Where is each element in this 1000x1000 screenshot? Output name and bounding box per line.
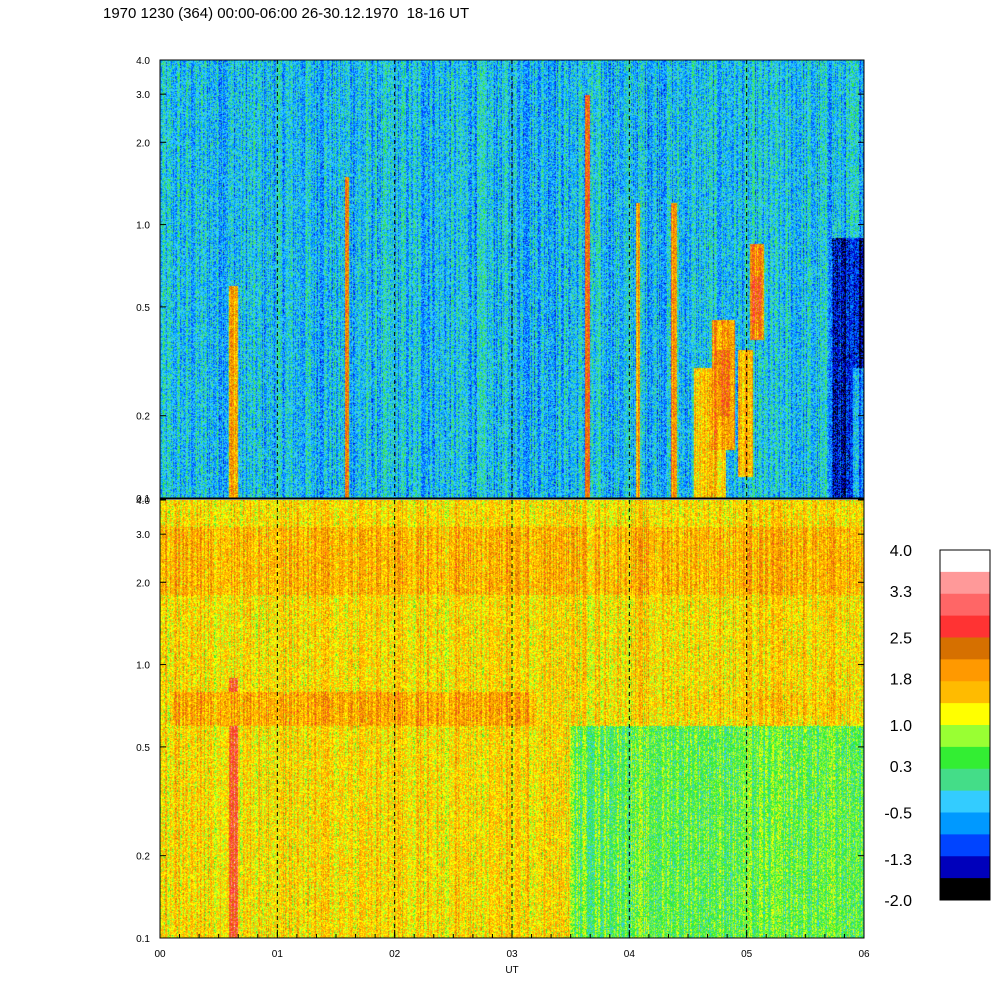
colorbar-segment	[940, 550, 990, 573]
colorbar-segment	[940, 746, 990, 770]
colorbar-segment	[940, 878, 990, 901]
colorbar-label-1.8: 1.8	[890, 671, 912, 688]
colorbar-frame	[939, 549, 991, 901]
colorbar-label--2.0: -2.0	[884, 893, 912, 910]
colorbar-label-4.0: 4.0	[890, 543, 912, 560]
colorbar-segment	[940, 856, 990, 879]
upper-y-tick-label-0.1: 0.1	[136, 494, 150, 505]
x-tick-label-03: 03	[506, 949, 518, 960]
colorbar-segment	[940, 790, 990, 813]
x-tick-label-05: 05	[741, 949, 753, 960]
x-tick-label-00: 00	[154, 949, 166, 960]
lower-y-tick-label-4.0: 4.0	[136, 496, 150, 507]
lower-y-tick-label-0.2: 0.2	[136, 852, 150, 863]
colorbar-segment	[940, 812, 990, 835]
x-tick-label-02: 02	[389, 949, 401, 960]
x-tick-label-04: 04	[624, 949, 636, 960]
lower-y-tick-label-1.0: 1.0	[136, 661, 150, 672]
colorbar-segment	[940, 593, 990, 617]
x-tick-label-06: 06	[858, 949, 870, 960]
colorbar-label-0.3: 0.3	[890, 759, 912, 776]
colorbar-segment	[940, 681, 990, 704]
colorbar-segment	[940, 768, 990, 792]
lower-y-tick-label-2.0: 2.0	[136, 578, 150, 589]
upper-y-tick-label-1.0: 1.0	[136, 221, 150, 232]
colorbar-label-1.0: 1.0	[890, 718, 912, 735]
upper-y-tick-label-0.2: 0.2	[136, 412, 150, 423]
colorbar-label--1.3: -1.3	[884, 852, 912, 869]
upper-y-tick-label-0.5: 0.5	[136, 303, 150, 314]
colorbar-segment	[940, 834, 990, 857]
colorbar-segment	[940, 571, 990, 595]
x-tick-label-01: 01	[272, 949, 284, 960]
colorbar-segment	[940, 659, 990, 682]
colorbar-label-2.5: 2.5	[890, 631, 912, 648]
lower-y-tick-label-3.0: 3.0	[136, 530, 150, 541]
colorbar-segment	[940, 637, 990, 660]
lower-y-tick-label-0.5: 0.5	[136, 743, 150, 754]
upper-y-tick-label-3.0: 3.0	[136, 90, 150, 101]
colorbar-label--0.5: -0.5	[884, 806, 912, 823]
colorbar-segment	[940, 725, 990, 748]
lower-y-tick-label-0.1: 0.1	[136, 934, 150, 945]
colorbar-label-3.3: 3.3	[890, 584, 912, 601]
upper-y-tick-label-2.0: 2.0	[136, 138, 150, 149]
upper-y-tick-label-4.0: 4.0	[136, 56, 150, 67]
colorbar-segment	[940, 703, 990, 726]
colorbar-segment	[940, 615, 990, 638]
chart-title: 1970 1230 (364) 00:00-06:00 26-30.12.197…	[103, 5, 470, 22]
x-axis-label: UT	[505, 965, 518, 976]
